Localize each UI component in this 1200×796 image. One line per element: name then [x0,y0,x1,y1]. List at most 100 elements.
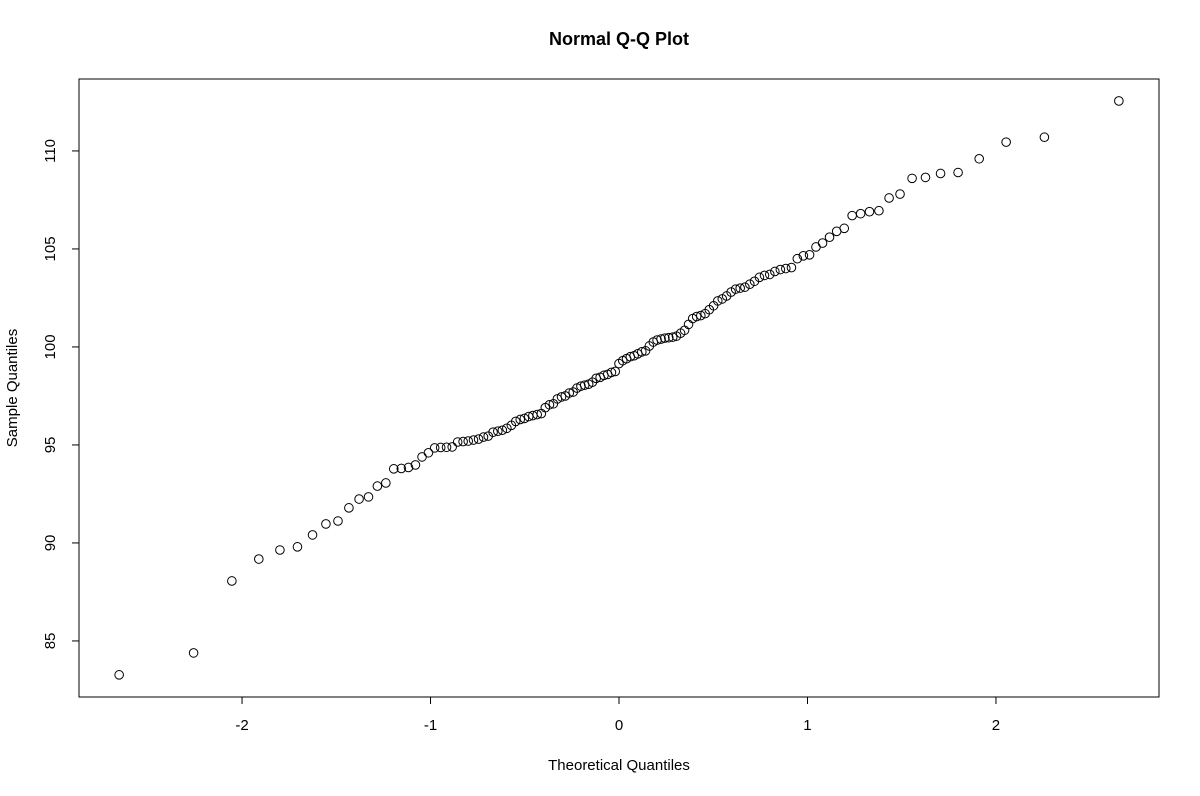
point [610,366,621,377]
point [447,442,457,452]
point [920,172,931,183]
point [333,516,343,526]
point [519,413,530,424]
point [798,250,809,261]
point [532,409,542,420]
point [488,427,498,437]
point [606,367,617,378]
point [478,432,489,442]
x-tick-label: 1 [803,717,811,734]
point [907,173,917,184]
y-axis-label: Sample Quantiles [4,329,21,447]
point [895,189,905,199]
point [372,481,383,491]
point [381,478,391,488]
point [745,279,755,290]
point [764,269,775,280]
point [275,545,285,555]
point [354,494,364,504]
y-tick-label: 85 [42,633,59,650]
point [458,436,468,447]
point [770,266,780,277]
point [730,284,741,294]
point [781,263,791,274]
point [564,388,575,398]
point [696,310,706,321]
point [410,460,421,470]
point [660,333,670,343]
point [1114,96,1124,106]
point [363,492,374,502]
point [667,332,678,342]
x-tick-label: 2 [992,717,1000,734]
x-tick-label: -2 [235,717,248,734]
point [1039,132,1050,143]
y-tick-label: 95 [42,437,59,454]
point [254,554,264,564]
point [683,319,694,330]
point [652,335,662,345]
point [824,232,835,242]
plot-frame [78,78,1160,698]
point [403,462,414,473]
point [691,311,702,322]
point [884,193,894,203]
point [935,168,946,179]
point [804,250,815,260]
point [544,399,555,410]
point [227,576,237,586]
point [452,437,463,447]
point [556,392,567,402]
point [847,210,857,221]
point [515,414,526,425]
point [786,262,797,273]
point [855,208,866,219]
point [775,264,786,275]
point [493,426,503,437]
point [663,332,674,343]
point [817,238,828,248]
x-axis-label: Theoretical Quantiles [548,757,690,774]
point [473,434,484,444]
point [396,463,407,474]
point [735,283,745,293]
y-tick-label: 90 [42,535,59,552]
point [712,296,723,306]
x-tick-label: -1 [424,717,437,734]
point [792,253,803,264]
y-tick-label: 110 [42,139,59,163]
point [429,443,440,453]
point [754,272,765,283]
point [188,648,199,658]
point [953,167,963,178]
point [811,242,821,252]
point [388,464,399,474]
point [417,452,427,462]
point [497,425,508,436]
point [435,442,446,453]
point [864,206,875,217]
x-tick-label: 0 [615,717,623,734]
point [307,530,318,540]
point [874,205,884,216]
point [114,670,124,680]
point [576,381,586,391]
point [656,334,666,344]
y-tick-label: 100 [42,334,59,359]
point [510,416,521,427]
point [974,153,984,164]
point [423,447,434,458]
point [441,442,452,453]
point [344,503,354,513]
point [321,519,331,529]
point [839,223,850,234]
point [1001,137,1011,147]
y-tick-label: 105 [42,236,59,261]
point [468,435,479,445]
chart-title: Normal Q-Q Plot [549,29,689,49]
point [463,436,474,446]
point [740,282,750,292]
point [640,346,651,356]
point [292,542,303,552]
